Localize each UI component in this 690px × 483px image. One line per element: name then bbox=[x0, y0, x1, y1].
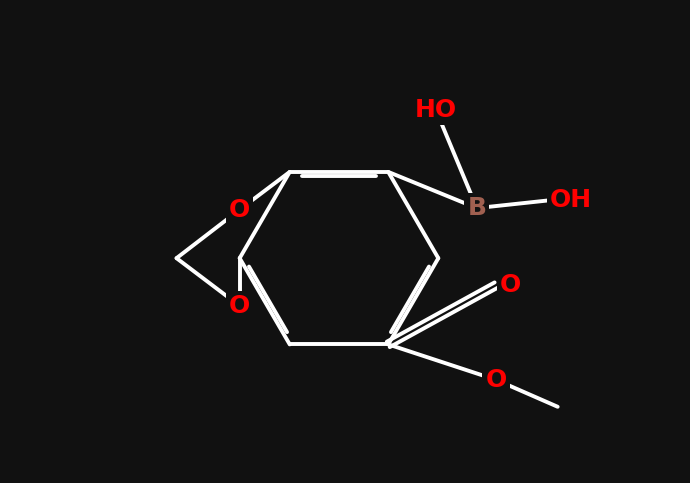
Text: HO: HO bbox=[415, 99, 457, 122]
Text: O: O bbox=[500, 273, 521, 297]
Text: O: O bbox=[229, 198, 250, 222]
Text: B: B bbox=[467, 196, 486, 220]
Text: O: O bbox=[229, 294, 250, 318]
Text: O: O bbox=[486, 368, 506, 392]
Text: OH: OH bbox=[550, 188, 592, 213]
